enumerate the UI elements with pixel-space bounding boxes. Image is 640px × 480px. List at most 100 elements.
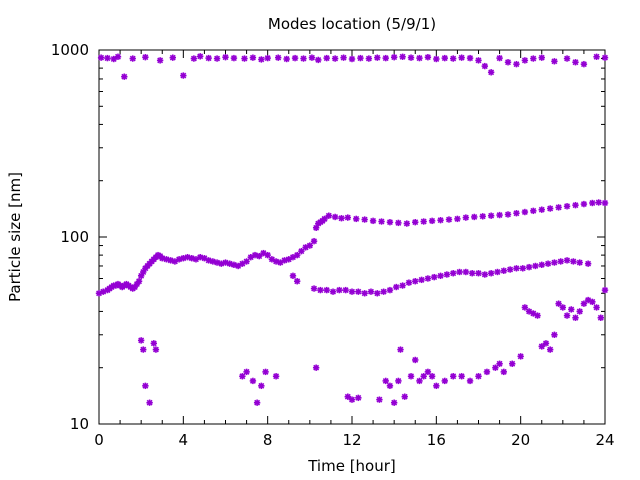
data-point — [386, 286, 394, 294]
y-axis: 10 100 1000 — [51, 41, 605, 433]
data-point — [310, 237, 318, 245]
x-axis-title: Time [hour] — [307, 457, 396, 475]
data-point — [264, 54, 271, 62]
data-point — [386, 382, 394, 390]
data-point — [140, 346, 147, 353]
data-point — [369, 217, 377, 225]
data-point — [450, 270, 457, 277]
data-point — [466, 377, 474, 385]
data-point — [420, 218, 427, 225]
data-point — [593, 304, 600, 311]
data-point — [580, 60, 588, 68]
data-point — [500, 368, 507, 376]
data-point — [353, 215, 360, 223]
data-point — [361, 290, 368, 297]
data-point — [152, 346, 160, 353]
data-point — [450, 55, 457, 62]
data-point — [213, 55, 221, 62]
data-point — [393, 283, 400, 291]
data-point — [300, 55, 307, 62]
data-point — [462, 268, 470, 276]
data-point — [568, 306, 575, 313]
data-point — [403, 220, 411, 227]
data-point — [308, 54, 316, 61]
data-point — [525, 263, 533, 271]
data-point — [517, 353, 524, 360]
data-point — [150, 340, 158, 347]
y-axis-title: Particle size [nm] — [6, 172, 24, 302]
data-point — [190, 55, 198, 62]
data-point — [496, 54, 503, 62]
chart-title: Modes location (5/9/1) — [268, 15, 436, 33]
data-points — [95, 53, 609, 406]
data-point — [431, 273, 438, 281]
x-tick-label: 12 — [342, 431, 361, 449]
data-point — [534, 312, 541, 319]
data-point — [253, 399, 261, 406]
data-point — [475, 270, 482, 277]
data-point — [407, 373, 415, 380]
data-point — [496, 360, 503, 367]
data-point — [542, 340, 550, 347]
data-point — [291, 54, 299, 62]
data-point — [458, 54, 465, 61]
data-point — [471, 213, 478, 221]
data-point — [348, 55, 356, 63]
data-point — [129, 55, 136, 62]
data-point — [443, 271, 451, 278]
data-point — [513, 265, 520, 272]
data-point — [382, 377, 389, 385]
data-point — [494, 268, 501, 276]
data-point — [441, 377, 448, 385]
data-point — [293, 278, 301, 285]
data-point — [365, 55, 373, 62]
data-point — [169, 54, 176, 61]
data-point — [137, 337, 145, 344]
plot-frame — [98, 49, 606, 425]
data-point — [344, 214, 351, 221]
data-point — [544, 260, 552, 267]
data-point — [584, 260, 592, 267]
data-point — [342, 286, 349, 294]
data-point — [521, 57, 529, 64]
data-point — [180, 72, 187, 79]
data-point — [331, 213, 339, 221]
data-point — [576, 259, 583, 266]
data-point — [418, 276, 425, 284]
data-point — [283, 55, 290, 63]
data-point — [595, 199, 602, 206]
data-point — [323, 54, 330, 62]
data-point — [325, 212, 333, 219]
data-point — [378, 218, 385, 225]
data-point — [580, 300, 588, 307]
data-point — [572, 59, 579, 66]
data-point — [454, 215, 461, 223]
data-point — [597, 314, 604, 321]
data-point — [114, 53, 122, 60]
data-point — [249, 377, 257, 385]
data-point — [563, 203, 571, 210]
data-point — [513, 210, 520, 217]
data-point — [424, 275, 432, 282]
data-point — [390, 399, 398, 406]
data-point — [135, 278, 143, 285]
data-point — [258, 382, 265, 390]
data-point — [331, 55, 339, 62]
data-point — [475, 373, 482, 380]
data-point — [601, 54, 609, 61]
data-point — [487, 69, 495, 76]
data-point — [551, 58, 558, 65]
data-point — [230, 54, 238, 62]
x-tick-label: 20 — [511, 431, 530, 449]
data-point — [504, 59, 512, 66]
data-point — [412, 278, 419, 285]
data-point — [367, 288, 375, 295]
data-point — [275, 54, 282, 61]
data-point — [500, 267, 507, 274]
data-point — [572, 201, 579, 209]
data-point — [142, 382, 149, 390]
x-axis: 0 4 8 12 16 20 24 — [94, 50, 615, 449]
data-point — [428, 217, 436, 225]
data-point — [521, 208, 529, 216]
